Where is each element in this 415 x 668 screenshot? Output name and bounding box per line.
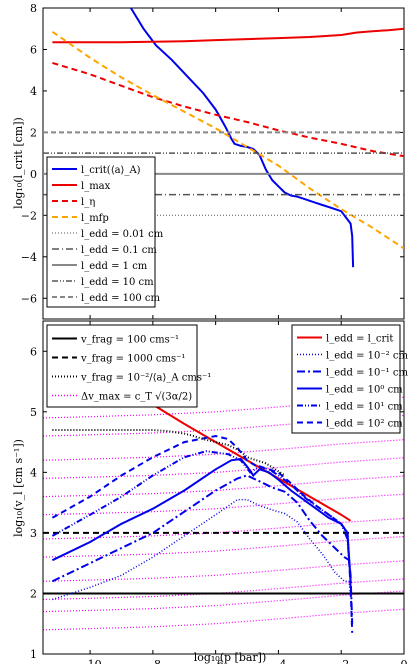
- bottom-right-legend-label: l_edd = 10² cm: [326, 419, 403, 430]
- bottom-ylabel: log₁₀(v_l [cm s⁻¹]): [12, 439, 25, 537]
- bottom-xlabel: log₁₀(p [bar]): [194, 651, 267, 664]
- bottom-panel: 1 2 3 4 5 6 −10 −8 −6 −4 −2 0 v_frag = 100 cms⁻¹ v_fr…: [30, 320, 408, 668]
- bottom-xtick-label: −10: [78, 658, 101, 664]
- bottom-right-legend-label: l_edd = 10⁻¹ cm: [326, 368, 408, 379]
- top-legend-label: l_max: [81, 181, 111, 192]
- bottom-right-legend-label: l_edd = 10⁻² cm: [326, 351, 408, 362]
- bottom-xtick-label: −2: [333, 658, 349, 664]
- top-legend-label: l_η: [81, 197, 95, 208]
- top-ytick-label: −6: [21, 292, 37, 305]
- bottom-ytick-label: 6: [30, 345, 37, 358]
- bottom-series-line: [51, 457, 352, 582]
- top-legend-label: l_edd = 0.01 cm: [81, 229, 164, 240]
- top-series-line: [52, 27, 404, 44]
- bottom-right-legend-box: [291, 324, 401, 434]
- bottom-xtick-label: −6: [208, 658, 224, 664]
- bottom-left-legend-label: v_frag = 100 cms⁻¹: [80, 335, 179, 346]
- top-legend-box: [46, 156, 156, 308]
- top-ylabel: log₁₀(l_crit [cm]): [12, 117, 25, 209]
- top-legend-label: l_crit(⟨a⟩_A): [81, 165, 141, 176]
- top-ytick-label: 8: [30, 2, 37, 15]
- top-series-line: [51, 30, 404, 250]
- top-legend-label: l_edd = 0.1 cm: [81, 245, 157, 256]
- top-legend-label: l_edd = 1 cm: [81, 261, 148, 272]
- bottom-ytick-label: 5: [30, 406, 37, 419]
- bottom-left-legend-label: Δv_max = c_T √(3α/2): [81, 392, 192, 403]
- bottom-ytick-label: 4: [30, 466, 37, 479]
- top-ytick-label: −2: [21, 209, 37, 222]
- bottom-right-legend-label: l_edd = 10⁰ cm: [326, 385, 403, 396]
- bottom-ytick-label: 2: [30, 587, 37, 600]
- top-ytick-label: 0: [30, 168, 37, 181]
- top-panel: −6 −4 −2 0 2 4 6 8 l_crit(⟨a⟩_A) l_max l_η l_mfp l_e…: [21, 2, 405, 320]
- top-ytick-label: −4: [21, 251, 37, 264]
- bottom-ytick-label: 3: [30, 527, 37, 540]
- bottom-xtick-label: −8: [145, 658, 161, 664]
- bottom-xtick-label: 0: [401, 658, 408, 664]
- bottom-xtick-label: −4: [270, 658, 286, 664]
- bottom-axes-frame: [42, 320, 405, 655]
- top-series-line: [130, 8, 355, 268]
- bottom-series-line: [51, 434, 354, 633]
- bottom-series-line: [51, 474, 354, 624]
- bottom-left-legend-label: v_frag = 10⁻²/⟨a⟩_A cms⁻¹: [80, 373, 211, 384]
- top-legend-label: l_mfp: [81, 213, 109, 224]
- top-ytick-label: 4: [30, 85, 37, 98]
- top-legend-label: l_edd = 10 cm: [81, 277, 154, 288]
- top-series-line: [52, 61, 404, 158]
- top-legend-label: l_edd = 100 cm: [81, 293, 161, 304]
- bottom-ytick-label: 1: [30, 648, 37, 661]
- bottom-series-line: [52, 429, 286, 477]
- top-ytick-label: 6: [30, 43, 37, 56]
- bottom-left-legend-label: v_frag = 1000 cms⁻¹: [80, 354, 185, 365]
- bottom-right-legend-label: l_edd = l_crit: [326, 334, 393, 345]
- top-axes-frame: [42, 7, 405, 320]
- top-ytick-label: 2: [30, 126, 37, 139]
- bottom-right-legend-label: l_edd = 10¹ cm: [326, 402, 403, 413]
